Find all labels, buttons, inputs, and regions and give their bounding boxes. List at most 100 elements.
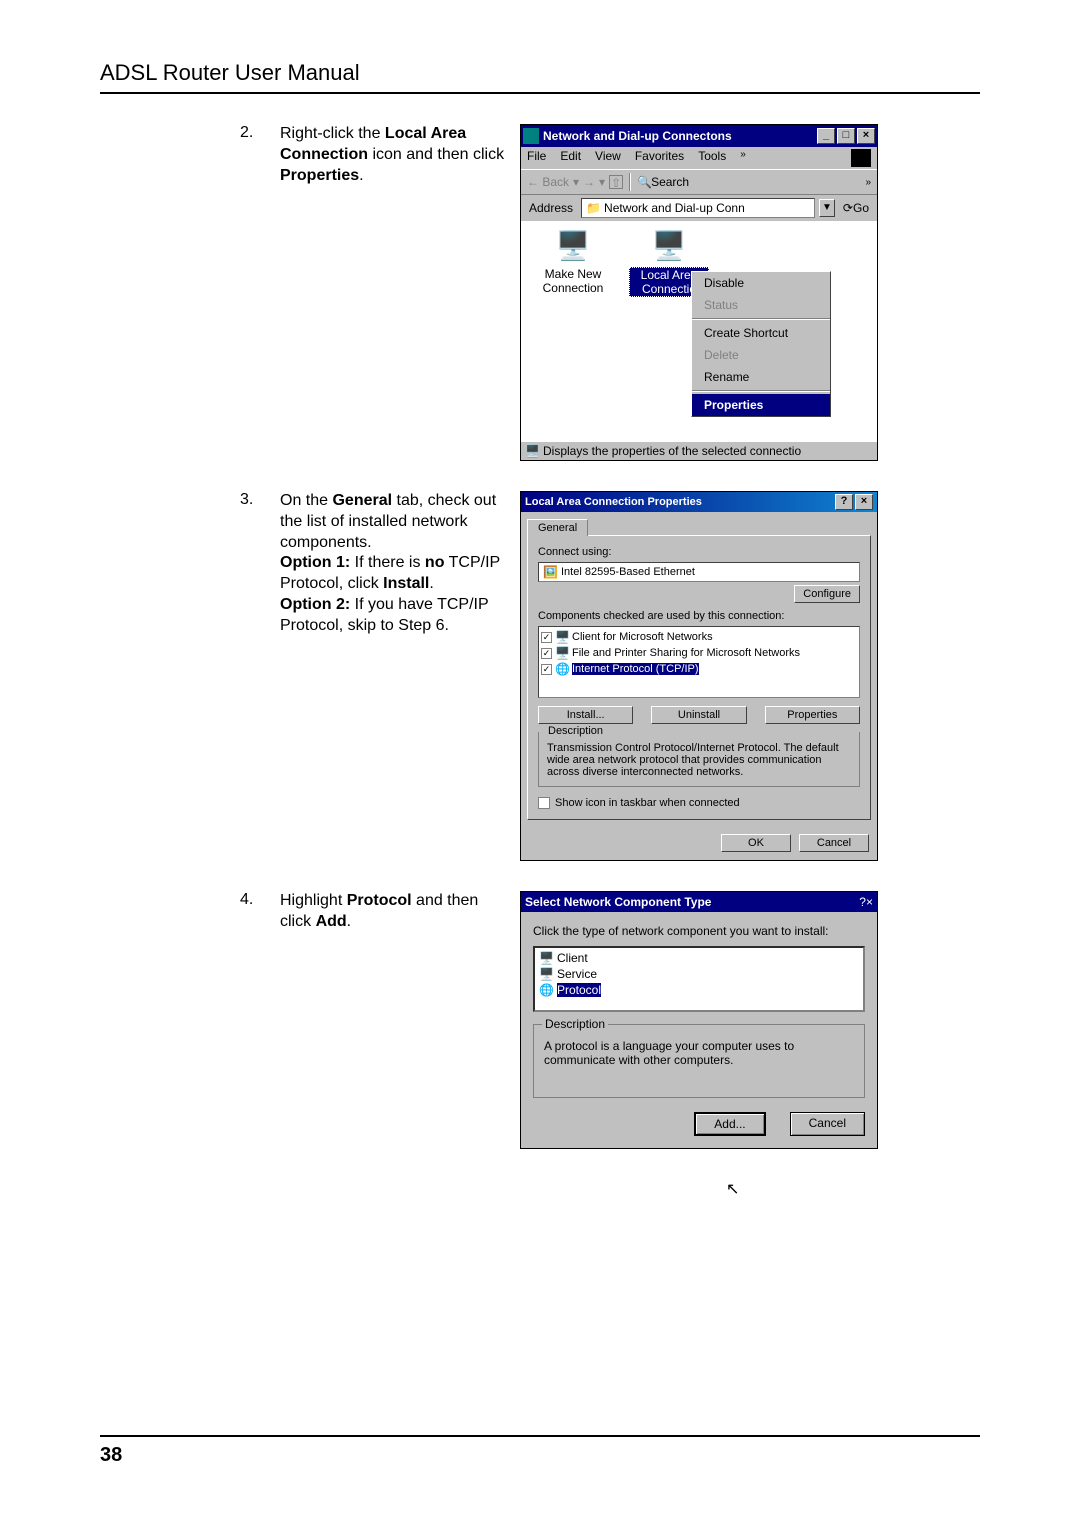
list-label: Client (557, 951, 588, 965)
cancel-button[interactable]: Cancel (790, 1112, 865, 1136)
window-title: Local Area Connection Properties (525, 496, 833, 508)
text: . (359, 167, 363, 184)
menu-disable[interactable]: Disable (692, 272, 830, 294)
menu-view[interactable]: View (595, 149, 621, 167)
close-button[interactable]: × (857, 128, 875, 144)
dialog-buttons: OK Cancel (521, 826, 877, 860)
client-icon: 🖥️ (555, 630, 569, 644)
step-2: 2. Right-click the Local Area Connection… (240, 124, 980, 461)
configure-button[interactable]: Configure (794, 585, 860, 603)
menu-status: Status (692, 294, 830, 316)
forward-button[interactable]: → (583, 175, 595, 189)
component-label: File and Printer Sharing for Microsoft N… (572, 647, 800, 659)
titlebar[interactable]: Local Area Connection Properties ? × (521, 492, 877, 512)
menu-file[interactable]: File (527, 149, 546, 167)
menu-tools[interactable]: Tools (698, 149, 726, 167)
description-text: A protocol is a language your computer u… (544, 1039, 794, 1067)
fwd-dropdown[interactable]: ▾ (599, 175, 605, 189)
protocol-icon: 🌐 (539, 983, 553, 997)
step-4: 4. Highlight Protocol and then click Add… (240, 891, 980, 1149)
list-item-client[interactable]: 🖥️ Client (537, 950, 861, 966)
titlebar[interactable]: Network and Dial-up Connectons _ □ × (521, 125, 877, 147)
component-label: Client for Microsoft Networks (572, 631, 713, 643)
minimize-button[interactable]: _ (817, 128, 835, 144)
connection-wizard-icon: 🖥️ (555, 229, 591, 263)
checkbox[interactable]: ✓ (541, 632, 552, 643)
step-num: 4. (240, 891, 280, 909)
tabstrip: General (521, 512, 877, 535)
list-item-service[interactable]: 🖥️ Service (537, 966, 861, 982)
back-button[interactable]: ← Back (527, 175, 569, 189)
cancel-button[interactable]: Cancel (799, 834, 869, 852)
step-text: On the General tab, check out the list o… (280, 491, 520, 637)
step-num: 3. (240, 491, 280, 509)
checkbox[interactable]: ✓ (541, 664, 552, 675)
service-icon: 🖥️ (555, 646, 569, 660)
uninstall-button[interactable]: Uninstall (651, 706, 746, 724)
statusbar: 🖥️ Displays the properties of the select… (521, 441, 877, 460)
address-field[interactable]: 📁 Network and Dial-up Conn (581, 198, 815, 218)
protocol-icon: 🌐 (555, 662, 569, 676)
titlebar[interactable]: Select Network Component Type ? × (521, 892, 877, 912)
components-list[interactable]: ✓ 🖥️ Client for Microsoft Networks ✓ 🖥️ … (538, 626, 860, 698)
description-group: Transmission Control Protocol/Internet P… (538, 732, 860, 787)
tab-general[interactable]: General (527, 519, 588, 536)
menu-properties[interactable]: Properties (692, 394, 830, 416)
component-item[interactable]: ✓ 🖥️ Client for Microsoft Networks (541, 629, 857, 645)
menu-create-shortcut[interactable]: Create Shortcut (692, 322, 830, 344)
properties-icon: 🖥️ (525, 444, 539, 458)
help-button[interactable]: ? (859, 895, 866, 909)
footer-rule (100, 1435, 980, 1437)
component-label: Internet Protocol (TCP/IP) (572, 663, 699, 675)
add-button[interactable]: Add... (694, 1112, 765, 1136)
menu-overflow[interactable]: » (740, 149, 746, 167)
dialog-body: Click the type of network component you … (521, 912, 877, 1148)
checkbox[interactable]: ✓ (541, 648, 552, 659)
list-item-protocol[interactable]: 🌐 Protocol (537, 982, 861, 998)
back-dropdown[interactable]: ▾ (573, 175, 579, 189)
lan-properties-window: Local Area Connection Properties ? × Gen… (520, 491, 878, 861)
nic-icon: 🖼️ (543, 565, 557, 579)
address-dropdown[interactable]: ▼ (819, 199, 835, 217)
show-icon-row[interactable]: Show icon in taskbar when connected (538, 797, 860, 809)
checkbox[interactable] (538, 797, 550, 809)
close-button[interactable]: × (855, 494, 873, 510)
description-group: A protocol is a language your computer u… (533, 1024, 865, 1098)
list-label: Service (557, 967, 597, 981)
connect-using-label: Connect using: (538, 546, 860, 558)
dialog-buttons: Add... Cancel (533, 1112, 865, 1136)
install-button[interactable]: Install... (538, 706, 633, 724)
ok-button[interactable]: OK (721, 834, 791, 852)
search-button[interactable]: Search (651, 175, 689, 189)
cursor-icon: ↖ (726, 1179, 739, 1199)
properties-button[interactable]: Properties (765, 706, 860, 724)
up-icon[interactable]: ⇧ (609, 175, 623, 189)
separator (629, 173, 631, 191)
window-title: Network and Dial-up Connectons (543, 129, 815, 143)
title-underline (100, 92, 980, 94)
component-item[interactable]: ✓ 🖥️ File and Printer Sharing for Micros… (541, 645, 857, 661)
help-button[interactable]: ? (835, 494, 853, 510)
menu-rename[interactable]: Rename (692, 366, 830, 388)
toolbar-overflow[interactable]: » (865, 177, 871, 188)
tab-panel: Connect using: 🖼️ Intel 82595-Based Ethe… (527, 535, 871, 820)
menu-edit[interactable]: Edit (560, 149, 581, 167)
component-item-tcpip[interactable]: ✓ 🌐 Internet Protocol (TCP/IP) (541, 661, 857, 677)
address-label: Address (525, 201, 577, 215)
menu-favorites[interactable]: Favorites (635, 149, 684, 167)
step-3: 3. On the General tab, check out the lis… (240, 491, 980, 861)
make-new-connection[interactable]: 🖥️ Make New Connection (533, 229, 613, 295)
close-button[interactable]: × (866, 895, 873, 909)
client-icon: 🖥️ (539, 951, 553, 965)
component-type-list[interactable]: 🖥️ Client 🖥️ Service 🌐 Protocol (533, 946, 865, 1012)
maximize-button[interactable]: □ (837, 128, 855, 144)
show-icon-label: Show icon in taskbar when connected (555, 797, 740, 809)
separator (692, 390, 830, 392)
folder-icon: 📁 (586, 201, 600, 215)
components-label: Components checked are used by this conn… (538, 610, 860, 622)
window-title: Select Network Component Type (525, 895, 859, 909)
network-connections-window: Network and Dial-up Connectons _ □ × Fil… (520, 124, 878, 461)
adapter-name: Intel 82595-Based Ethernet (561, 566, 695, 578)
go-button[interactable]: ⟳Go (839, 201, 873, 215)
page-title: ADSL Router User Manual (100, 60, 980, 86)
